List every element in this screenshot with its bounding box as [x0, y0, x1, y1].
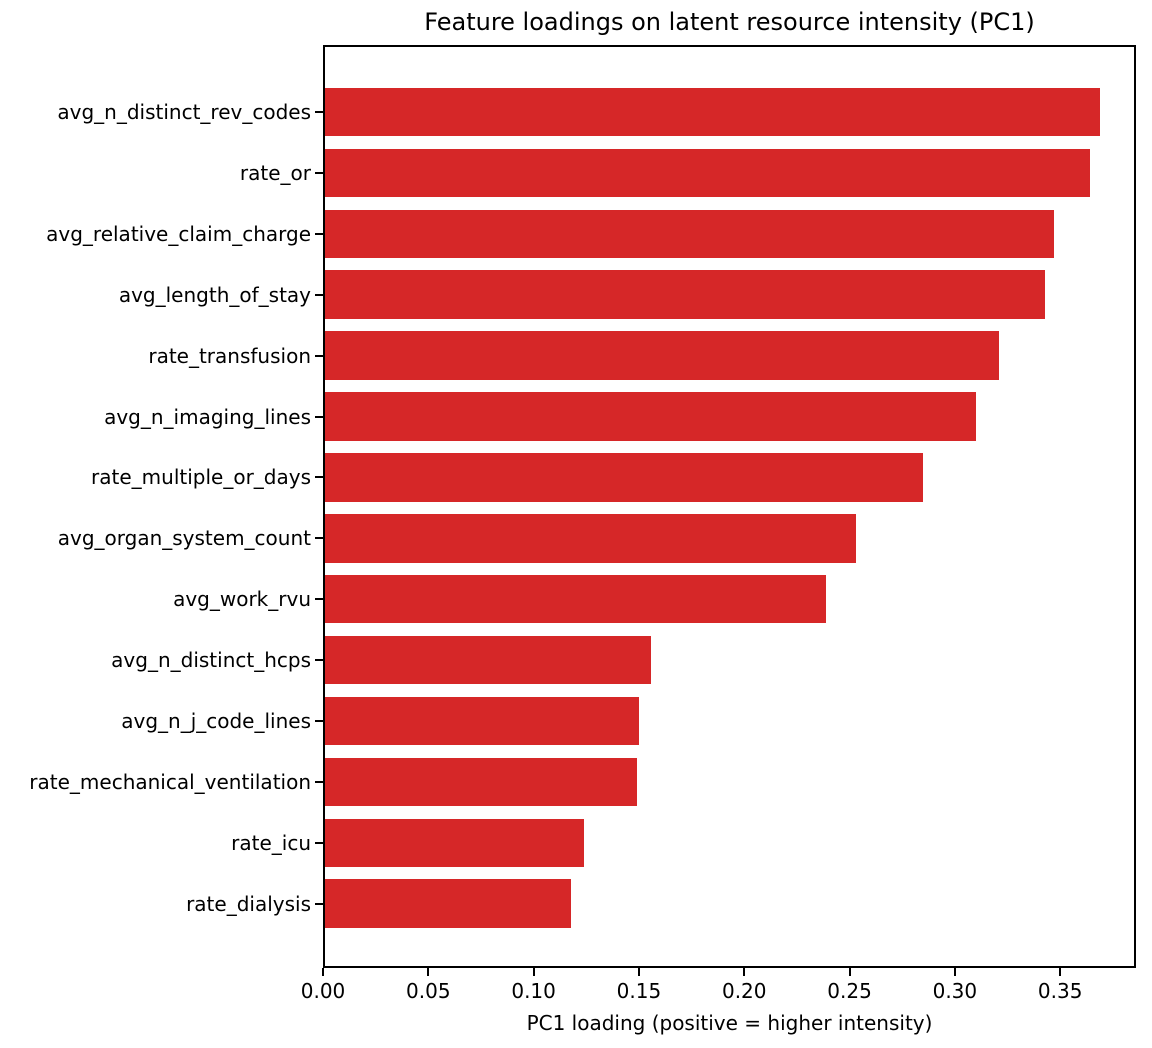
y-tick-label-rate_icu: rate_icu — [231, 830, 311, 855]
bar-rate_mechanical_ventilation — [325, 757, 637, 807]
bar-avg_n_distinct_rev_codes — [325, 87, 1101, 137]
y-tick-mark — [315, 476, 323, 479]
y-tick-label-avg_n_imaging_lines: avg_n_imaging_lines — [104, 404, 311, 429]
x-tick-label-0.15: 0.15 — [616, 979, 662, 1003]
y-tick-label-avg_organ_system_count: avg_organ_system_count — [57, 526, 311, 551]
bar-avg_n_distinct_hcps — [325, 635, 652, 685]
x-tick-mark — [1059, 968, 1062, 976]
bar-avg_n_j_code_lines — [325, 696, 639, 746]
x-tick-mark — [953, 968, 956, 976]
x-tick-label-0.00: 0.00 — [300, 979, 346, 1003]
x-tick-mark — [322, 968, 324, 976]
bar-avg_organ_system_count — [325, 514, 856, 563]
y-tick-label-avg_relative_claim_charge: avg_relative_claim_charge — [46, 221, 311, 246]
bar-avg_n_imaging_lines — [325, 392, 976, 441]
x-tick-label-0.05: 0.05 — [406, 979, 451, 1003]
y-tick-mark — [315, 841, 323, 844]
bar-rate_dialysis — [325, 879, 572, 928]
bar-avg_relative_claim_charge — [325, 209, 1054, 259]
y-tick-label-avg_n_j_code_lines: avg_n_j_code_lines — [121, 709, 311, 733]
y-tick-mark — [315, 293, 323, 296]
y-tick-label-avg_work_rvu: avg_work_rvu — [173, 587, 311, 612]
chart-title: Feature loadings on latent resource inte… — [424, 8, 1035, 36]
x-tick-label-0.10: 0.10 — [511, 979, 556, 1003]
x-tick-mark — [743, 968, 746, 976]
bar-rate_multiple_or_days — [325, 453, 924, 502]
y-tick-label-rate_multiple_or_days: rate_multiple_or_days — [91, 465, 311, 490]
y-tick-label-avg_n_distinct_rev_codes: avg_n_distinct_rev_codes — [57, 100, 311, 124]
y-tick-label-rate_transfusion: rate_transfusion — [148, 343, 311, 368]
y-tick-mark — [315, 354, 323, 357]
y-tick-label-rate_or: rate_or — [239, 160, 311, 185]
y-tick-label-avg_length_of_stay: avg_length_of_stay — [118, 282, 311, 307]
y-tick-mark — [315, 780, 323, 783]
y-tick-mark — [315, 537, 323, 540]
y-tick-label-rate_dialysis: rate_dialysis — [186, 891, 311, 916]
y-tick-mark — [315, 171, 323, 174]
x-tick-mark — [637, 968, 640, 976]
x-tick-mark — [532, 968, 535, 976]
x-tick-mark — [427, 968, 430, 976]
bar-avg_length_of_stay — [325, 270, 1046, 319]
x-tick-mark — [848, 968, 851, 976]
y-tick-label-avg_n_distinct_hcps: avg_n_distinct_hcps — [111, 648, 311, 673]
bar-rate_icu — [325, 818, 585, 868]
y-tick-mark — [315, 232, 323, 235]
y-tick-mark — [315, 598, 323, 601]
bar-rate_or — [325, 148, 1090, 198]
x-tick-label-0.20: 0.20 — [721, 979, 767, 1003]
y-tick-mark — [315, 720, 323, 722]
bar-rate_transfusion — [325, 331, 999, 380]
y-tick-label-rate_mechanical_ventilation: rate_mechanical_ventilation — [29, 769, 311, 794]
x-tick-label-0.25: 0.25 — [827, 979, 872, 1003]
x-axis-label: PC1 loading (positive = higher intensity… — [526, 1011, 933, 1035]
bars-layer — [325, 47, 1134, 966]
x-tick-label-0.30: 0.30 — [932, 979, 978, 1003]
y-tick-mark — [315, 659, 323, 662]
y-tick-mark — [315, 111, 323, 113]
x-tick-label-0.35: 0.35 — [1037, 979, 1083, 1003]
y-tick-mark — [315, 415, 323, 418]
bar-avg_work_rvu — [325, 574, 827, 624]
plot-area — [323, 45, 1136, 968]
y-tick-mark — [315, 902, 323, 905]
